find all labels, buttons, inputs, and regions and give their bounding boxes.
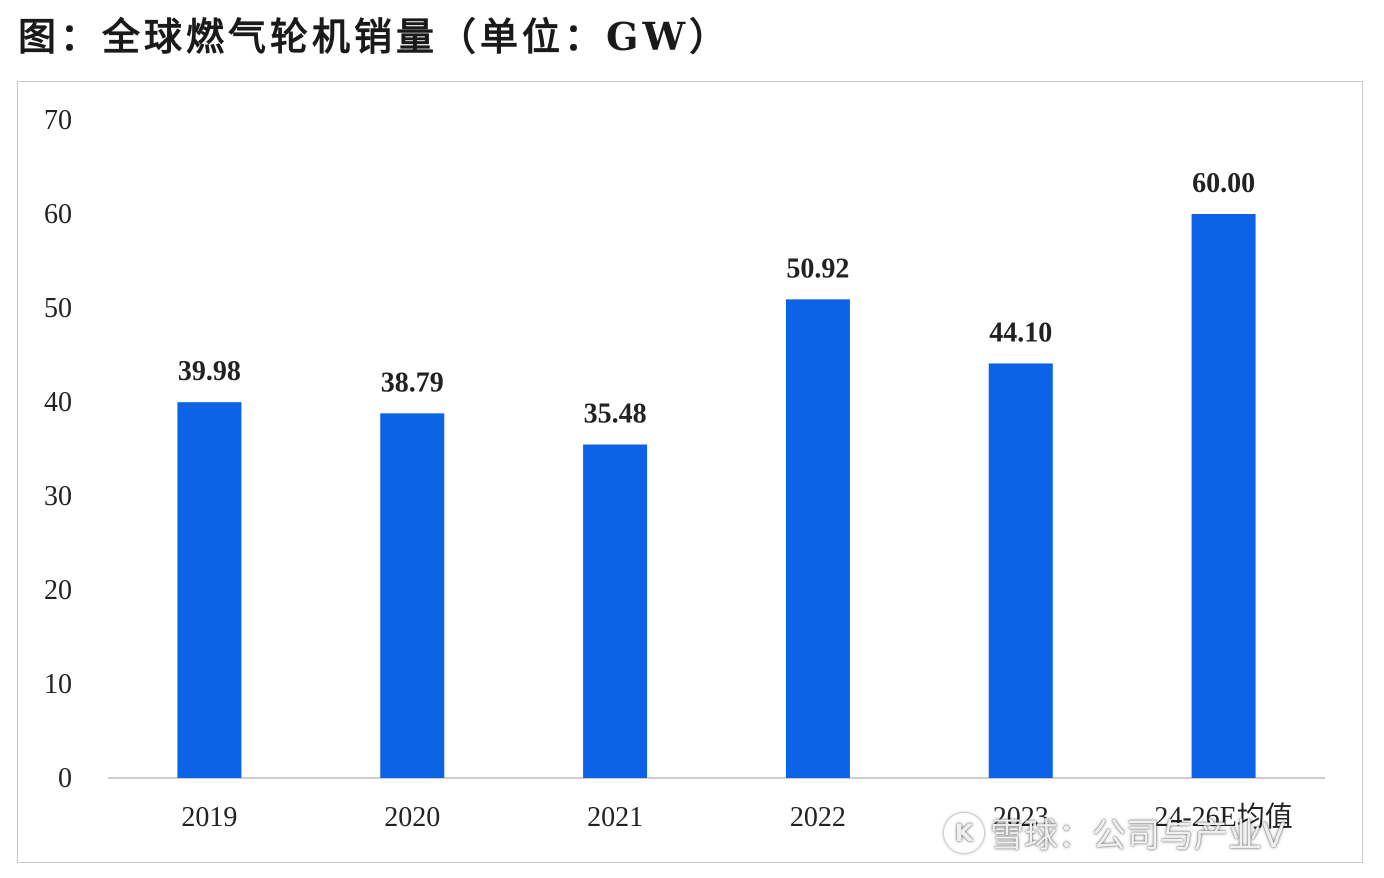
y-tick-label: 40 [44, 387, 72, 418]
y-tick-label: 50 [44, 293, 72, 324]
x-tick-label: 2021 [587, 802, 643, 833]
data-label: 39.98 [178, 356, 241, 387]
chart-title: 图：全球燃气轮机销量（单位：GW） [18, 14, 732, 59]
x-tick-label: 24-26E均值 [1154, 801, 1292, 833]
bar [177, 402, 242, 778]
data-label: 38.79 [381, 367, 444, 398]
data-label: 60.00 [1192, 168, 1255, 199]
watermark: K 雪球：公司与产业V [944, 808, 1285, 857]
data-label: 35.48 [584, 398, 647, 429]
y-tick-label: 60 [44, 199, 72, 230]
snowball-logo-icon: K [944, 812, 984, 853]
y-tick-label: 30 [44, 481, 72, 512]
y-tick-label: 0 [58, 763, 72, 794]
x-tick-label: 2019 [181, 802, 237, 833]
watermark-text: 雪球：公司与产业V [990, 816, 1286, 856]
bar [1191, 214, 1256, 778]
y-tick-label: 20 [44, 575, 72, 606]
x-tick-label: 2020 [384, 802, 440, 833]
bar [988, 363, 1053, 778]
x-tick-label: 2022 [790, 802, 846, 833]
data-label: 50.92 [786, 253, 849, 284]
bar [583, 444, 648, 778]
y-tick-label: 10 [44, 669, 72, 700]
data-label: 44.10 [989, 317, 1052, 348]
bar [785, 299, 850, 778]
x-tick-label: 2023 [993, 802, 1049, 833]
bar [380, 413, 445, 778]
y-tick-label: 70 [44, 105, 72, 136]
